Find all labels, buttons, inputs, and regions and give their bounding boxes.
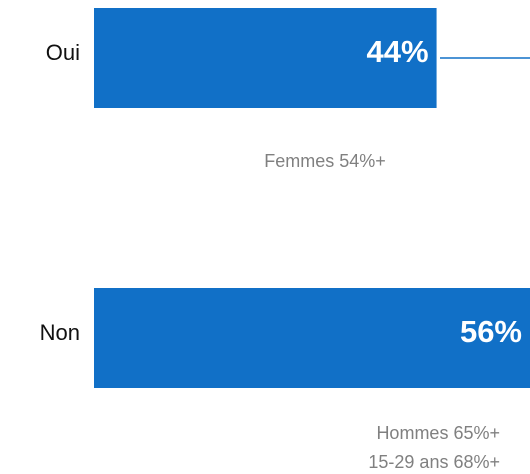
value-label: 56% [460, 314, 522, 349]
annotation: Hommes 65%+ [376, 423, 500, 443]
annotation: Femmes 54%+ [264, 151, 386, 171]
category-label: Non [40, 320, 80, 345]
annotation: 15-29 ans 68%+ [368, 452, 500, 472]
value-label: 44% [367, 34, 429, 69]
bar [94, 288, 530, 388]
category-label: Oui [46, 40, 80, 65]
bar [94, 8, 437, 108]
